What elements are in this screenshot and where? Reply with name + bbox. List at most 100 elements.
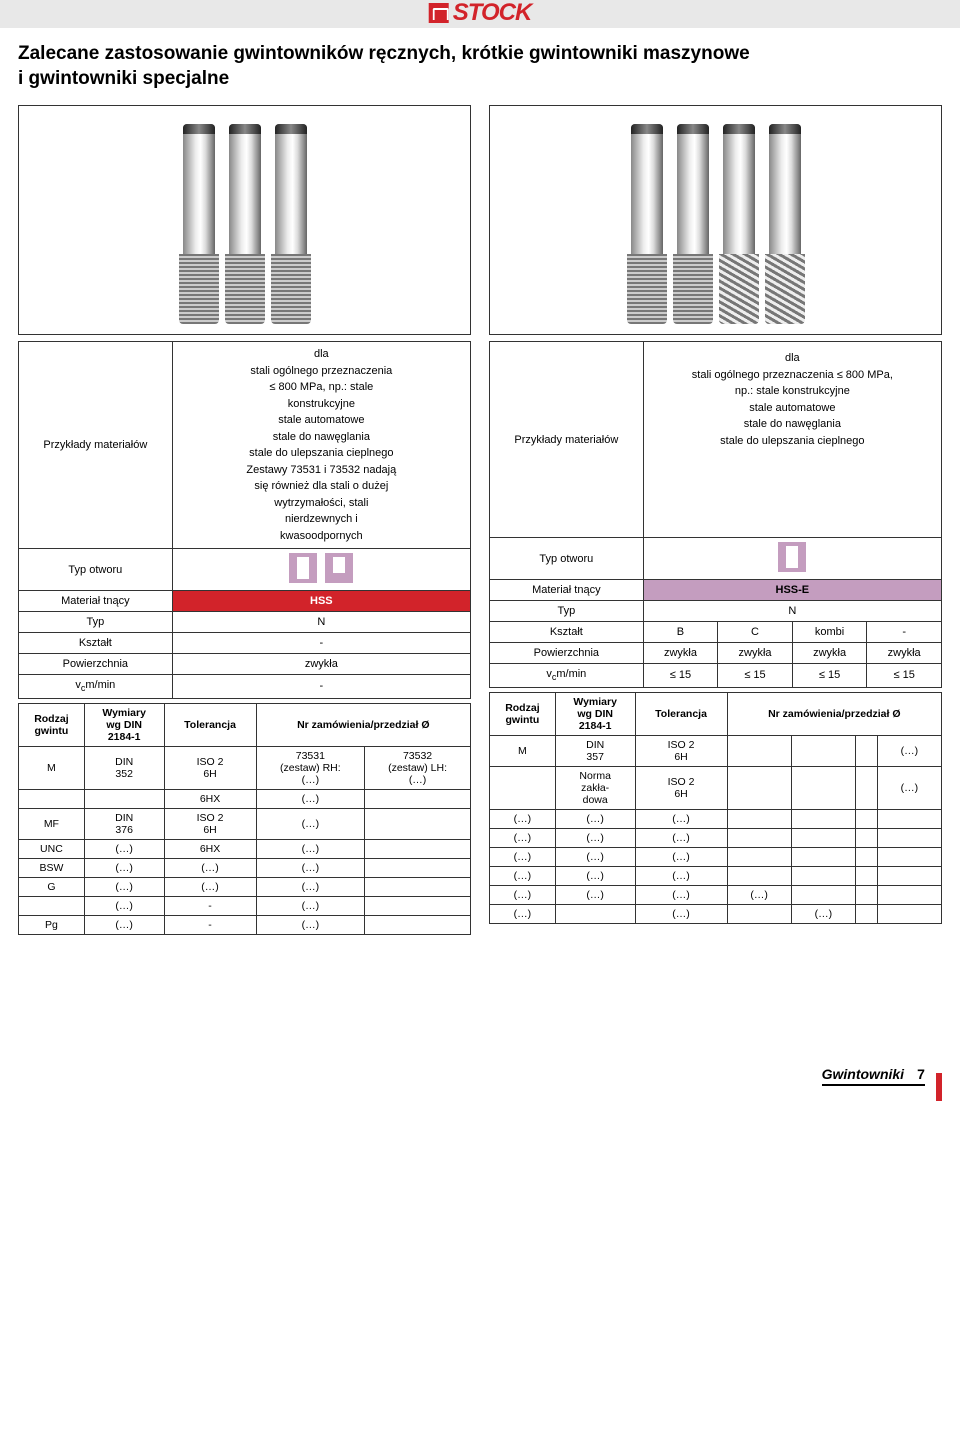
table-cell: MF [19,808,85,839]
table-cell: (…) [635,866,727,885]
row-value: N [172,612,470,633]
table-cell: (…) [256,839,365,858]
row-label: Kształt [19,633,173,654]
table-cell [19,896,85,915]
table-cell [855,885,877,904]
row-value: kombi [792,622,867,643]
table-cell [877,828,941,847]
row-label: Materiał tnący [19,591,173,612]
blind-hole-icon [325,553,353,583]
tap-illustration [723,124,755,324]
materials-table-left: Przykłady materiałów dla stali ogólnego … [18,341,471,698]
left-column: Przykłady materiałów dla stali ogólnego … [18,105,471,934]
footer-section: Gwintowniki [822,1066,904,1082]
table-cell [791,766,855,809]
col-head: Wymiary wg DIN 2184-1 [555,692,635,735]
table-cell: (…) [490,828,556,847]
table-cell [727,904,791,923]
table-cell: ISO 2 6H [164,808,256,839]
table-cell: 6HX [164,839,256,858]
product-image-left [18,105,471,335]
brand-text: STOCK [453,0,532,27]
table-cell [791,885,855,904]
table-cell: (…) [256,808,365,839]
right-column: Przykłady materiałów dla stali ogólnego … [489,105,942,934]
table-cell [727,847,791,866]
table-cell [365,915,471,934]
materials-label: Przykłady materiałów [490,342,644,538]
table-cell [855,735,877,766]
materials-text: dla stali ogólnego przeznaczenia ≤ 800 M… [643,342,941,538]
table-cell [555,904,635,923]
table-cell: (…) [256,877,365,896]
table-cell [365,808,471,839]
lock-icon [429,3,449,23]
row-label: Powierzchnia [490,643,644,664]
row-value: N [643,601,941,622]
table-cell: (…) [555,809,635,828]
spec-table-right: Rodzaj gwintu Wymiary wg DIN 2184-1 Tole… [489,692,942,924]
material-hss: HSS [172,591,470,612]
table-cell [855,904,877,923]
row-value: ≤ 15 [867,664,942,687]
table-cell [365,858,471,877]
table-cell: (…) [490,847,556,866]
table-cell: BSW [19,858,85,877]
table-cell: (…) [490,866,556,885]
table-cell: (…) [256,789,365,808]
row-value: zwykła [172,654,470,675]
table-cell: (…) [555,866,635,885]
table-cell: (…) [877,735,941,766]
table-cell: (…) [490,809,556,828]
row-value: ≤ 15 [792,664,867,687]
col-head: Rodzaj gwintu [19,703,85,746]
table-cell: (…) [164,858,256,877]
table-cell: (…) [84,896,164,915]
table-cell: 6HX [164,789,256,808]
table-cell: ISO 2 6H [635,735,727,766]
materials-table-right: Przykłady materiałów dla stali ogólnego … [489,341,942,687]
table-cell: (…) [256,915,365,934]
hole-type-label: Typ otworu [19,549,173,591]
table-cell [727,735,791,766]
table-cell: UNC [19,839,85,858]
table-cell: M [19,746,85,789]
table-cell: (…) [256,858,365,877]
table-cell [365,877,471,896]
row-value: ≤ 15 [643,664,718,687]
col-head: Tolerancja [635,692,727,735]
footer-accent [936,1073,942,1101]
table-cell [791,866,855,885]
table-cell: - [164,896,256,915]
through-hole-icon [778,542,806,572]
table-cell [727,766,791,809]
row-value: zwykła [867,643,942,664]
table-cell: (…) [555,828,635,847]
row-value: C [718,622,793,643]
table-cell [490,766,556,809]
table-cell: (…) [877,766,941,809]
table-cell [791,809,855,828]
table-cell: (…) [84,877,164,896]
table-cell [791,847,855,866]
hole-type-label: Typ otworu [490,538,644,580]
table-cell [84,789,164,808]
table-cell [855,809,877,828]
table-cell: (…) [635,847,727,866]
tap-illustration [631,124,663,324]
table-cell [855,766,877,809]
tap-illustration [677,124,709,324]
row-label: vcm/min [19,675,173,698]
table-cell [855,828,877,847]
table-cell: (…) [635,828,727,847]
table-cell: (…) [791,904,855,923]
table-cell: (…) [84,858,164,877]
row-value: zwykła [718,643,793,664]
page-footer: Gwintowniki 7 [0,1055,960,1115]
table-cell: (…) [555,885,635,904]
spec-table-left: Rodzaj gwintu Wymiary wg DIN 2184-1 Tole… [18,703,471,935]
row-value: - [172,675,470,698]
table-cell: Norma zakła- dowa [555,766,635,809]
hole-type-icons [643,538,941,580]
table-cell: (…) [555,847,635,866]
